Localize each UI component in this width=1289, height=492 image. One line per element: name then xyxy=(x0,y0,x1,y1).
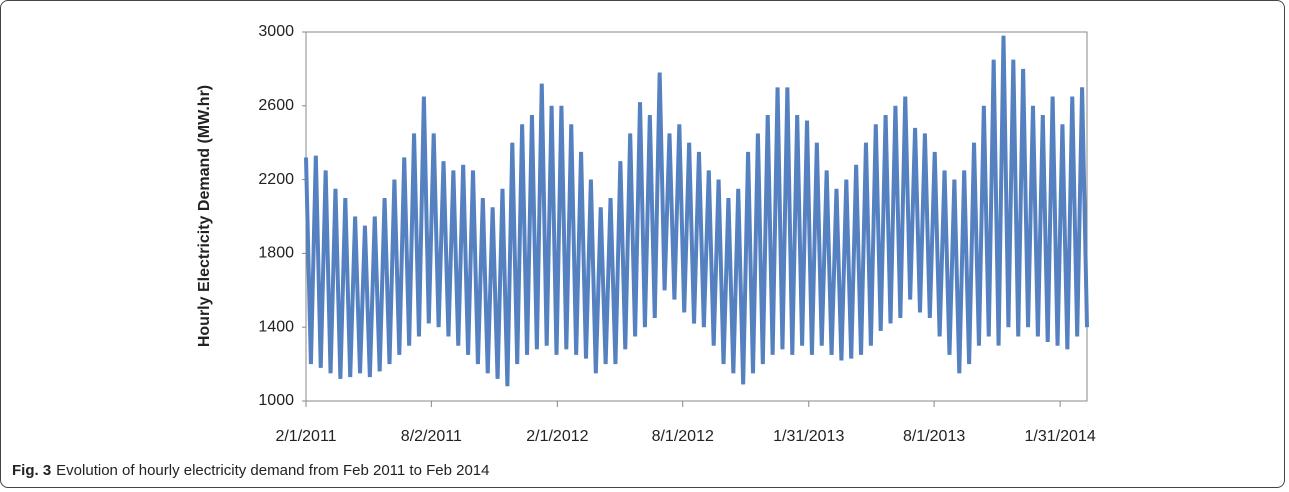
x-tick-label: 2/1/2012 xyxy=(526,428,588,445)
y-tick-label: 1000 xyxy=(258,392,294,409)
demand-line xyxy=(304,35,1089,387)
y-tick-label: 3000 xyxy=(258,23,294,40)
x-tick-label: 8/1/2013 xyxy=(903,428,965,445)
y-tick-label: 1800 xyxy=(258,245,294,262)
caption-text: Evolution of hourly electricity demand f… xyxy=(56,462,489,479)
y-tick-label: 2600 xyxy=(258,97,294,114)
x-tick-label: 1/31/2013 xyxy=(773,428,844,445)
x-tick-label: 1/31/2014 xyxy=(1025,428,1096,445)
x-tick-label: 8/1/2012 xyxy=(652,428,714,445)
y-tick-label: 2200 xyxy=(258,171,294,188)
x-tick-label: 2/1/2011 xyxy=(275,428,336,445)
x-tick-label: 8/2/2011 xyxy=(401,428,462,445)
y-axis-label: Hourly Electricity Demand (MW.hr) xyxy=(196,85,213,347)
caption-label: Fig. 3 xyxy=(12,462,51,479)
caption: Fig. 3 Evolution of hourly electricity de… xyxy=(12,462,489,479)
y-tick-label: 1400 xyxy=(258,318,294,335)
